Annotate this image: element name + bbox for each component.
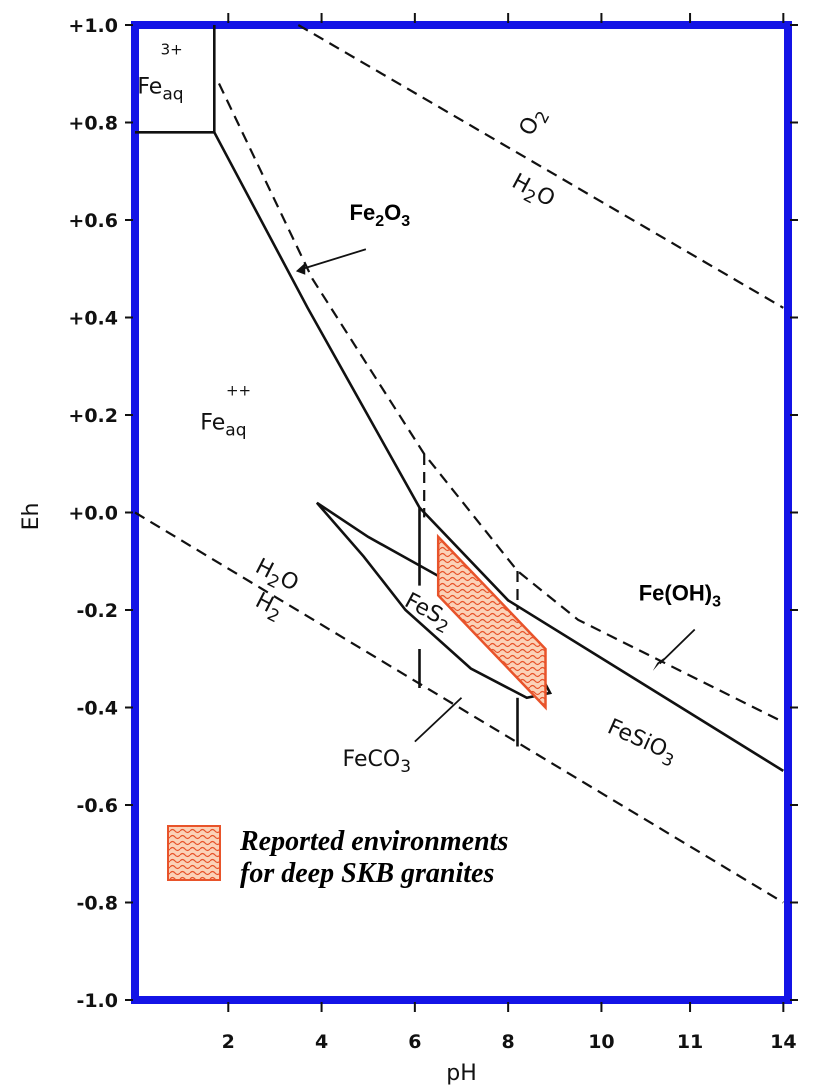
y-axis: +1.0 +0.8 +0.6 +0.4 +0.2 +0.0 -0.2 -0.4 -0.6 -0.8… (19, 15, 798, 1012)
x-axis: 2 4 6 8 10 11 14 pH (222, 13, 797, 1086)
y-tick-label: -0.8 (76, 893, 118, 915)
water-label-h2o-upper: H2O (505, 169, 559, 216)
boundary-lines (134, 24, 784, 904)
y-axis-title: Eh (19, 503, 44, 531)
region-label-fesio3: FeSiO3 (602, 715, 681, 772)
x-tick-label: 6 (408, 1031, 421, 1053)
legend-line-1: Reported environments (239, 826, 508, 857)
y-tick-label: +1.0 (68, 15, 118, 37)
callout-feoh3: Fe(OH)3 (639, 580, 721, 610)
dashed-boundary-line (218, 83, 784, 724)
region-label-fe3-aq: Feaq (137, 74, 183, 104)
x-tick-label: 4 (315, 1031, 328, 1053)
dashed-boundary-line (134, 511, 784, 904)
region-superscript-fe2: ++ (226, 382, 251, 400)
region-superscript-fe3: 3+ (161, 40, 183, 58)
dashed-boundary-line (297, 24, 784, 309)
feoh3-arrow-line (659, 628, 696, 665)
water-label-h2: H2 (249, 588, 287, 627)
region-label-fe2-aq: Feaq (200, 411, 246, 441)
x-tick-label: 11 (677, 1031, 703, 1053)
y-tick-label: +0.4 (68, 308, 118, 330)
fe2o3-arrow-line (302, 248, 367, 270)
x-tick-label: 14 (770, 1031, 796, 1053)
legend-swatch (167, 825, 221, 881)
y-tick-label: -0.2 (76, 600, 118, 622)
legend-line-2: for deep SKB granites (240, 858, 494, 889)
y-tick-label: -0.6 (76, 795, 118, 817)
x-tick-label: 10 (588, 1031, 614, 1053)
y-tick-label: +0.8 (68, 113, 118, 135)
x-tick-label: 8 (502, 1031, 515, 1053)
y-tick-label: -0.4 (76, 698, 118, 720)
callout-fe2o3: Fe2O3 (350, 200, 411, 230)
highlight-region (436, 533, 547, 711)
y-tick-label: +0.2 (68, 405, 118, 427)
x-axis-title: pH (446, 1061, 477, 1086)
feoh3-arrow-head (652, 657, 665, 671)
water-label-o2: O2 (515, 103, 555, 142)
solid-boundary-line (213, 131, 421, 586)
y-tick-label: +0.0 (68, 503, 118, 525)
y-tick-label: +0.6 (68, 210, 118, 232)
y-tick-label: -1.0 (76, 990, 118, 1012)
skb-highlight-polygon (436, 533, 547, 711)
feco3-leader-line (414, 697, 463, 743)
region-label-feco3: FeCO3 (343, 747, 412, 777)
x-tick-label: 2 (222, 1031, 235, 1053)
solid-boundary-line (418, 506, 784, 773)
fe2o3-arrow-head (295, 262, 306, 275)
